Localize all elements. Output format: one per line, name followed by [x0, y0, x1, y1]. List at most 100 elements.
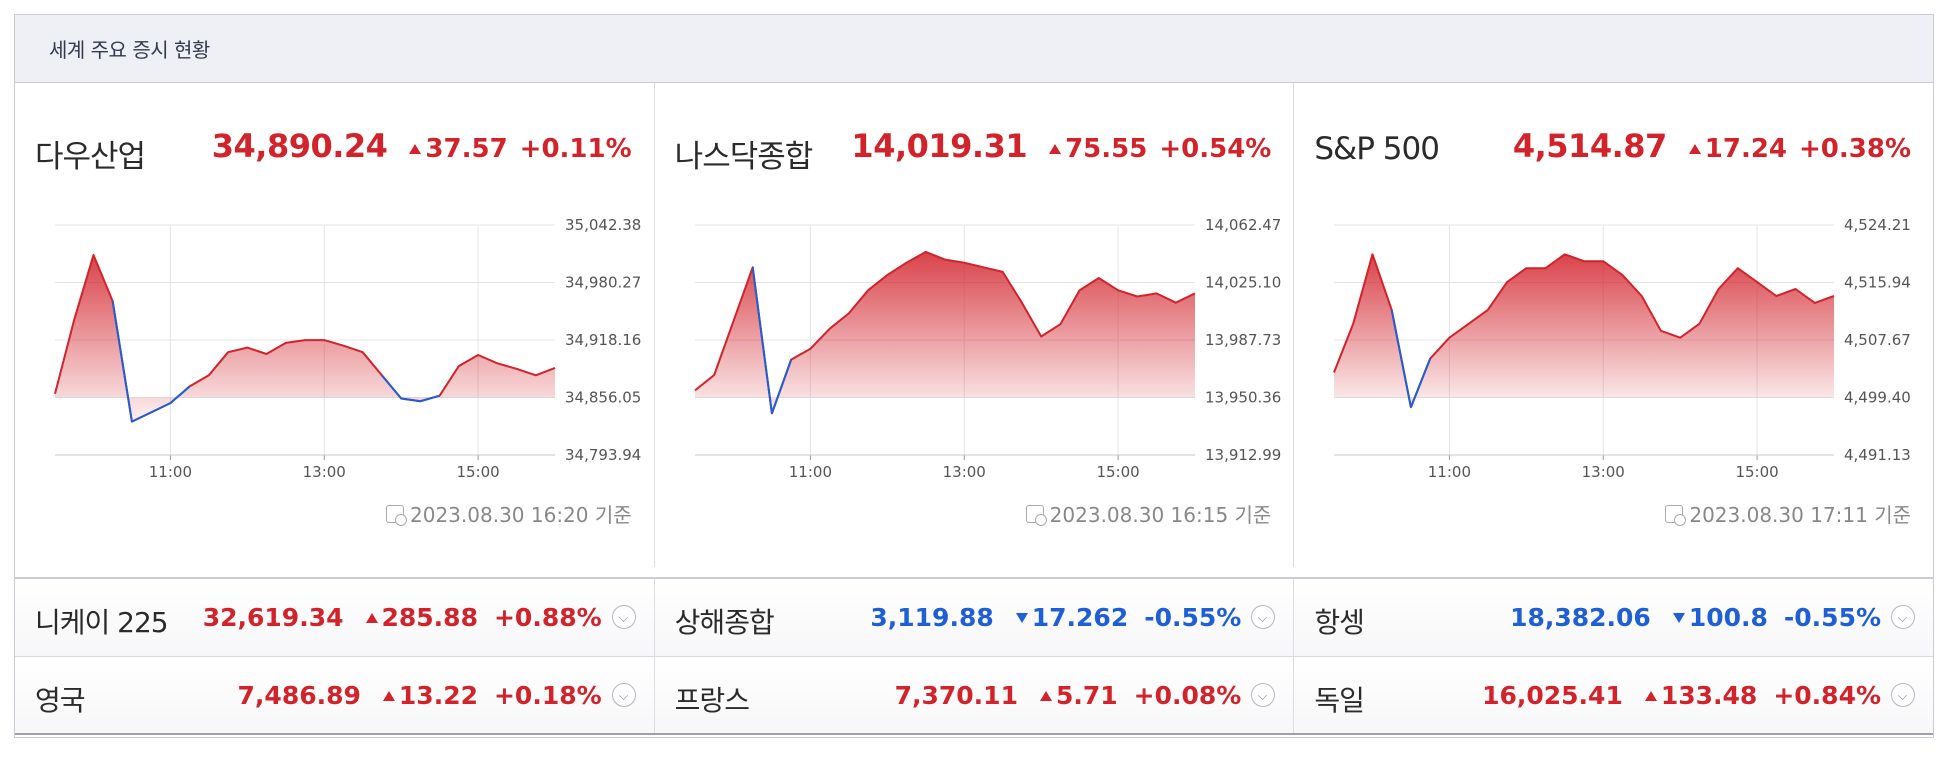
index-value: 34,890.24 [211, 127, 388, 165]
index-name: S&P 500 [1314, 131, 1440, 167]
series-segment-below [111, 301, 133, 422]
index-panel-dow[interactable]: 다우산업 34,890.24 37.57 +0.11% 35,042.38 34,… [15, 83, 655, 567]
index-quote: 34,890.24 37.57 +0.11% [212, 127, 632, 165]
index-name: 항셍 [1314, 606, 1365, 639]
y-tick-label: 13,987.73 [1205, 331, 1281, 349]
index-quote: 4,514.87 17.24 +0.38% [1513, 127, 1911, 165]
index-name: 니케이 225 [35, 606, 169, 639]
index-chart-sp500: 4,524.21 4,515.94 4,507.67 4,499.40 4,491.13… [1333, 216, 1911, 481]
series-segment-below [751, 267, 773, 414]
y-tick-label: 14,025.10 [1205, 274, 1281, 292]
x-tick-label: 15:00 [1096, 463, 1139, 481]
index-cell-nikkei[interactable]: 니케이 225 32,619.34 285.88 +0.88% [15, 579, 655, 656]
other-indices: 니케이 225 32,619.34 285.88 +0.88% 상해종합 3,1… [15, 577, 1934, 739]
series-segment-below [131, 411, 152, 423]
chevron-down-icon[interactable] [1891, 605, 1916, 629]
clock-calendar-icon [386, 504, 407, 526]
up-arrow-icon [1688, 144, 1701, 154]
x-tick-label: 15:00 [456, 463, 499, 481]
y-tick-label: 13,950.36 [1205, 389, 1281, 407]
x-tick-label: 13:00 [303, 463, 346, 481]
x-tick-label: 11:00 [1428, 463, 1471, 481]
y-tick-label: 13,912.99 [1205, 446, 1281, 464]
y-tick-label: 34,918.16 [565, 331, 641, 349]
index-quote: 7,486.89 13.22 +0.18% [237, 681, 602, 710]
index-quote: 14,019.31 75.55 +0.54% [851, 127, 1271, 165]
series-segment-below [1391, 309, 1413, 408]
chevron-down-icon[interactable] [611, 605, 636, 629]
index-name: 프랑스 [674, 684, 750, 717]
main-indices: 다우산업 34,890.24 37.57 +0.11% 35,042.38 34,… [15, 83, 1933, 567]
up-arrow-icon [382, 691, 395, 701]
y-tick-label: 4,491.13 [1844, 446, 1911, 464]
chevron-down-icon[interactable] [1891, 683, 1916, 707]
x-tick-label: 11:00 [788, 463, 831, 481]
index-name: 영국 [35, 684, 86, 717]
timestamp: 2023.08.30 16:15 기준 [1025, 499, 1271, 528]
index-panel-nasdaq[interactable]: 나스닥종합 14,019.31 75.55 +0.54% 14,062.47 14… [655, 83, 1295, 567]
series-segment-below [770, 359, 792, 414]
widget-title: 세계 주요 증시 현황 [49, 38, 210, 62]
y-tick-label: 34,793.94 [565, 446, 641, 464]
index-cell-shanghai[interactable]: 상해종합 3,119.88 17.262 -0.55% [654, 579, 1295, 656]
index-row: 영국 7,486.89 13.22 +0.18% 프랑스 7,370.11 5.… [15, 657, 1934, 735]
y-tick-label: 35,042.38 [565, 216, 641, 234]
up-arrow-icon [1644, 691, 1657, 701]
y-tick-label: 4,524.21 [1844, 216, 1911, 234]
index-chart-nasdaq: 14,062.47 14,025.10 13,987.73 13,950.36 13,9… [694, 216, 1281, 481]
up-arrow-icon [365, 613, 378, 623]
series-segment-below [420, 394, 440, 403]
series-area [694, 251, 1195, 414]
index-quote: 3,119.88 17.262 -0.55% [870, 603, 1242, 632]
index-name: 독일 [1314, 684, 1365, 717]
index-chart-dow: 35,042.38 34,980.27 34,918.16 34,856.05 34,7… [54, 216, 641, 481]
index-panel-sp500[interactable]: S&P 500 4,514.87 17.24 +0.38% 4,524.21 4,… [1294, 83, 1933, 567]
series-area [55, 255, 555, 422]
index-change: 75.55 [1049, 134, 1147, 164]
index-row: 니케이 225 32,619.34 285.88 +0.88% 상해종합 3,1… [15, 579, 1934, 657]
index-cell-germany[interactable]: 독일 16,025.41 133.48 +0.84% [1294, 657, 1934, 733]
down-arrow-icon [1672, 613, 1685, 623]
y-tick-label: 4,507.67 [1844, 331, 1911, 349]
index-cell-uk[interactable]: 영국 7,486.89 13.22 +0.18% [15, 657, 655, 733]
index-cell-france[interactable]: 프랑스 7,370.11 5.71 +0.08% [654, 657, 1295, 733]
y-tick-label: 4,499.40 [1844, 389, 1911, 407]
x-tick-label: 11:00 [149, 463, 192, 481]
timestamp: 2023.08.30 16:20 기준 [386, 499, 632, 528]
y-tick-label: 14,062.47 [1205, 216, 1281, 234]
series-segment-below [150, 402, 171, 414]
index-value: 14,019.31 [851, 127, 1028, 165]
index-quote: 16,025.41 133.48 +0.84% [1482, 681, 1882, 710]
index-change: 17.24 [1688, 134, 1787, 164]
index-percent: +0.54% [1159, 134, 1272, 164]
series-segment-below [381, 374, 402, 400]
widget-header: 세계 주요 증시 현황 [15, 15, 1933, 83]
index-quote: 7,370.11 5.71 +0.08% [894, 681, 1242, 710]
index-cell-hangseng[interactable]: 항셍 18,382.06 100.8 -0.55% [1294, 579, 1934, 656]
chevron-down-icon[interactable] [611, 683, 636, 707]
index-name: 다우산업 [35, 139, 146, 175]
x-tick-label: 15:00 [1736, 463, 1779, 481]
chevron-down-icon[interactable] [1251, 683, 1276, 707]
series-segment-below [1410, 358, 1432, 408]
series-segment-below [169, 385, 191, 404]
up-arrow-icon [1049, 144, 1062, 154]
y-tick-label: 34,856.05 [565, 389, 641, 407]
y-tick-label: 34,980.27 [565, 274, 641, 292]
index-percent: +0.11% [519, 134, 632, 164]
clock-calendar-icon [1025, 504, 1047, 526]
world-markets-widget: 세계 주요 증시 현황 다우산업 34,890.24 37.57 +0.11% … [14, 14, 1934, 738]
index-name: 나스닥종합 [674, 139, 814, 175]
chevron-down-icon[interactable] [1251, 605, 1276, 629]
index-quote: 18,382.06 100.8 -0.55% [1510, 603, 1882, 632]
down-arrow-icon [1015, 613, 1028, 623]
index-percent: +0.38% [1799, 134, 1912, 164]
index-quote: 32,619.34 285.88 +0.88% [202, 603, 602, 632]
index-name: 상해종합 [674, 606, 775, 639]
clock-calendar-icon [1665, 504, 1687, 526]
up-arrow-icon [1039, 691, 1052, 701]
timestamp: 2023.08.30 17:11 기준 [1665, 499, 1911, 528]
up-arrow-icon [409, 144, 422, 154]
index-change: 37.57 [409, 134, 508, 164]
series-area [1334, 254, 1835, 408]
